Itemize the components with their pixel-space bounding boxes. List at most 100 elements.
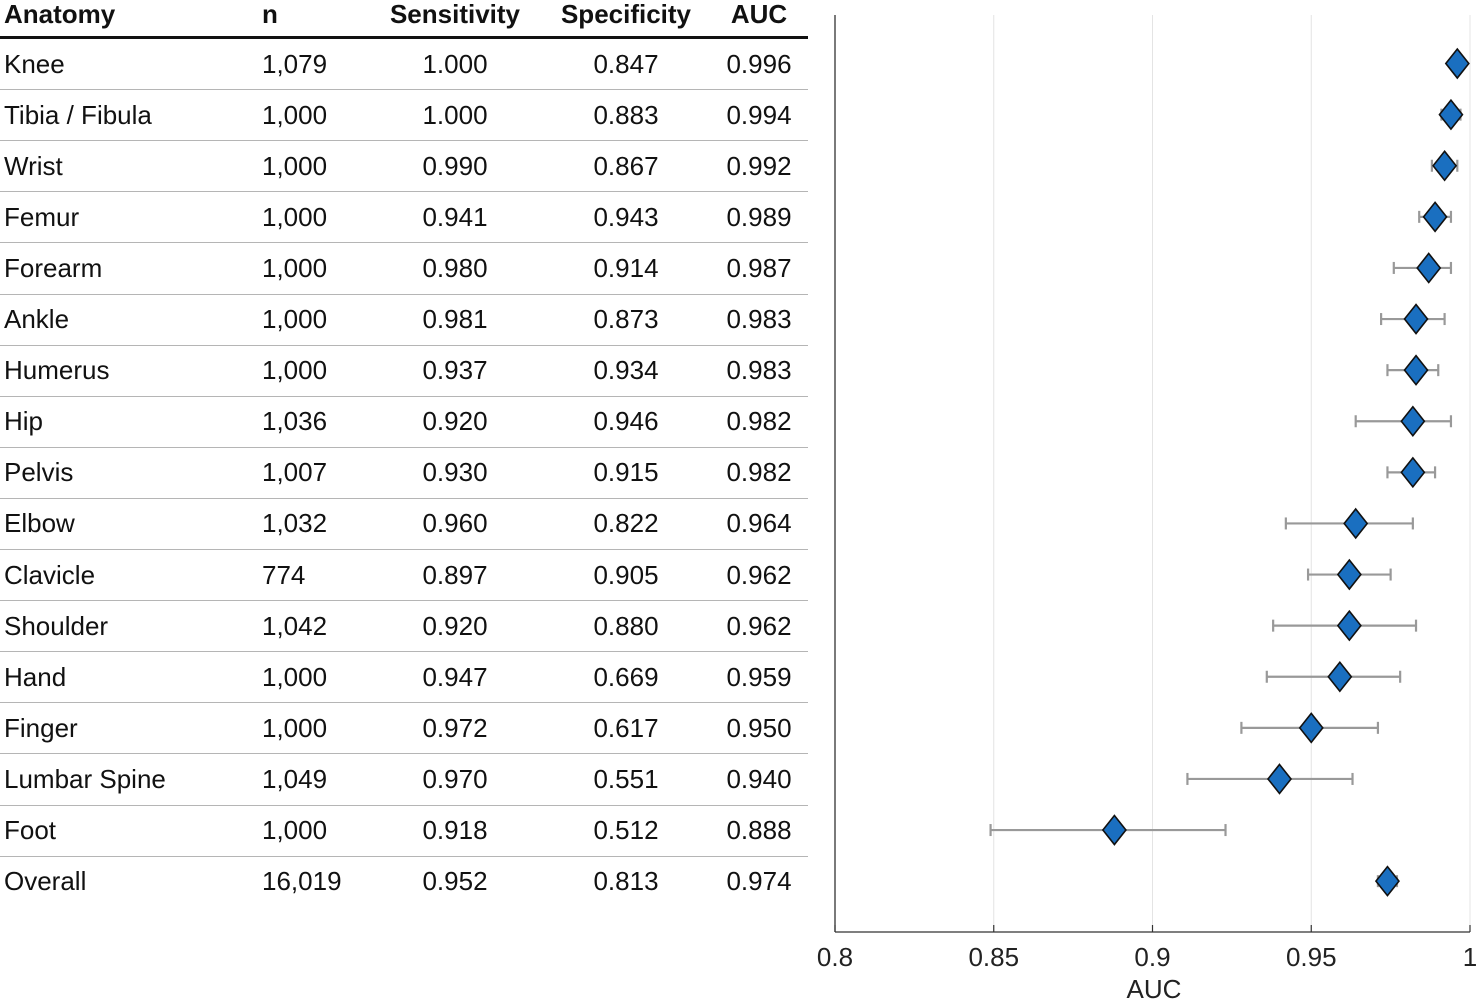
table-cell-n: 1,036 bbox=[262, 406, 328, 437]
table-cell-specificity: 0.867 bbox=[593, 150, 659, 181]
table-cell-specificity: 0.669 bbox=[593, 661, 659, 692]
table-cell-anatomy: Hip bbox=[4, 406, 44, 437]
table-cell-specificity: 0.847 bbox=[593, 48, 659, 79]
row-divider bbox=[0, 191, 808, 192]
table-cell-specificity: 0.943 bbox=[593, 201, 659, 232]
table-cell-sensitivity: 0.990 bbox=[422, 150, 488, 181]
x-tick-label: 0.8 bbox=[817, 942, 853, 972]
auc-diamond-marker bbox=[1343, 507, 1369, 540]
row-divider bbox=[0, 89, 808, 90]
table-cell-auc: 0.989 bbox=[726, 201, 792, 232]
table-cell-sensitivity: 0.952 bbox=[422, 866, 488, 897]
table-cell-specificity: 0.512 bbox=[593, 815, 659, 846]
table-cell-auc: 0.950 bbox=[726, 712, 792, 743]
table-cell-anatomy: Knee bbox=[4, 48, 65, 79]
row-divider bbox=[0, 753, 808, 754]
table-cell-sensitivity: 0.897 bbox=[422, 559, 488, 590]
column-header-anatomy: Anatomy bbox=[4, 0, 116, 29]
table-cell-anatomy: Humerus bbox=[4, 355, 110, 386]
table-cell-anatomy: Overall bbox=[4, 866, 87, 897]
table-cell-auc: 0.962 bbox=[726, 610, 792, 641]
auc-diamond-marker bbox=[1374, 865, 1400, 897]
table-cell-anatomy: Lumbar Spine bbox=[4, 763, 166, 794]
auc-points bbox=[1101, 47, 1470, 897]
table-cell-specificity: 0.617 bbox=[593, 712, 659, 743]
table-cell-anatomy: Hand bbox=[4, 661, 67, 692]
table-cell-specificity: 0.914 bbox=[593, 252, 659, 283]
table-cell-anatomy: Tibia / Fibula bbox=[4, 99, 152, 130]
column-header-n: n bbox=[262, 0, 278, 29]
table-cell-auc: 0.982 bbox=[726, 406, 792, 437]
auc-diamond-marker bbox=[1400, 405, 1426, 438]
table-cell-anatomy: Ankle bbox=[4, 304, 70, 335]
auc-diamond-marker bbox=[1432, 149, 1458, 182]
table-cell-auc: 0.959 bbox=[726, 661, 792, 692]
table-cell-specificity: 0.883 bbox=[593, 99, 659, 130]
table-cell-n: 1,000 bbox=[262, 661, 328, 692]
row-divider bbox=[0, 600, 808, 601]
table-cell-n: 1,049 bbox=[262, 763, 328, 794]
table-cell-anatomy: Wrist bbox=[4, 150, 63, 181]
table-cell-n: 1,000 bbox=[262, 712, 328, 743]
row-divider bbox=[0, 702, 808, 703]
table-cell-anatomy: Finger bbox=[4, 712, 78, 743]
table-cell-specificity: 0.934 bbox=[593, 355, 659, 386]
auc-diamond-marker bbox=[1298, 712, 1324, 744]
table-cell-auc: 0.983 bbox=[726, 304, 792, 335]
table-cell-auc: 0.962 bbox=[726, 559, 792, 590]
row-divider bbox=[0, 498, 808, 499]
auc-diamond-marker bbox=[1403, 354, 1429, 386]
x-tick-label: 0.9 bbox=[1134, 942, 1170, 972]
table-cell-auc: 0.996 bbox=[726, 48, 792, 79]
grid-lines bbox=[993, 15, 1471, 932]
table-cell-sensitivity: 0.918 bbox=[422, 815, 488, 846]
row-divider bbox=[0, 651, 808, 652]
table-cell-auc: 0.940 bbox=[726, 763, 792, 794]
table-cell-specificity: 0.915 bbox=[593, 457, 659, 488]
x-tick-label: 0.95 bbox=[1286, 942, 1337, 972]
auc-diamond-marker bbox=[1336, 609, 1362, 642]
table-cell-auc: 0.987 bbox=[726, 252, 792, 283]
row-divider bbox=[0, 242, 808, 243]
table-cell-specificity: 0.880 bbox=[593, 610, 659, 641]
row-divider bbox=[0, 396, 808, 397]
auc-diamond-marker bbox=[1416, 252, 1442, 284]
table-cell-anatomy: Elbow bbox=[4, 508, 75, 539]
table-cell-sensitivity: 0.980 bbox=[422, 252, 488, 283]
table-cell-n: 1,007 bbox=[262, 457, 328, 488]
table-cell-sensitivity: 0.930 bbox=[422, 457, 488, 488]
table-cell-sensitivity: 0.947 bbox=[422, 661, 488, 692]
x-tick-label: 0.85 bbox=[968, 942, 1019, 972]
table-cell-anatomy: Shoulder bbox=[4, 610, 109, 641]
table-cell-specificity: 0.551 bbox=[593, 763, 659, 794]
row-divider bbox=[0, 856, 808, 857]
table-cell-specificity: 0.822 bbox=[593, 508, 659, 539]
table-cell-auc: 0.974 bbox=[726, 866, 792, 897]
x-tick-label: 1 bbox=[1463, 942, 1477, 972]
row-divider bbox=[0, 805, 808, 806]
table-cell-specificity: 0.905 bbox=[593, 559, 659, 590]
auc-diamond-marker bbox=[1422, 201, 1448, 233]
table-cell-anatomy: Pelvis bbox=[4, 457, 74, 488]
table-cell-sensitivity: 0.981 bbox=[422, 304, 488, 335]
table-cell-anatomy: Clavicle bbox=[4, 559, 96, 590]
auc-diamond-marker bbox=[1327, 660, 1353, 693]
error-bars bbox=[989, 57, 1465, 888]
column-header-auc: AUC bbox=[730, 0, 788, 29]
table-cell-anatomy: Forearm bbox=[4, 252, 103, 283]
row-divider bbox=[0, 345, 808, 346]
auc-diamond-marker bbox=[1101, 814, 1127, 846]
table-cell-specificity: 0.873 bbox=[593, 304, 659, 335]
header-rule bbox=[0, 36, 808, 39]
row-divider bbox=[0, 447, 808, 448]
auc-diamond-marker bbox=[1336, 558, 1362, 591]
table-cell-sensitivity: 0.960 bbox=[422, 508, 488, 539]
table-cell-auc: 0.888 bbox=[726, 815, 792, 846]
table-cell-auc: 0.994 bbox=[726, 99, 792, 130]
table-cell-auc: 0.982 bbox=[726, 457, 792, 488]
table-cell-sensitivity: 0.972 bbox=[422, 712, 488, 743]
table-cell-sensitivity: 0.970 bbox=[422, 763, 488, 794]
table-cell-n: 1,000 bbox=[262, 355, 328, 386]
row-divider bbox=[0, 549, 808, 550]
